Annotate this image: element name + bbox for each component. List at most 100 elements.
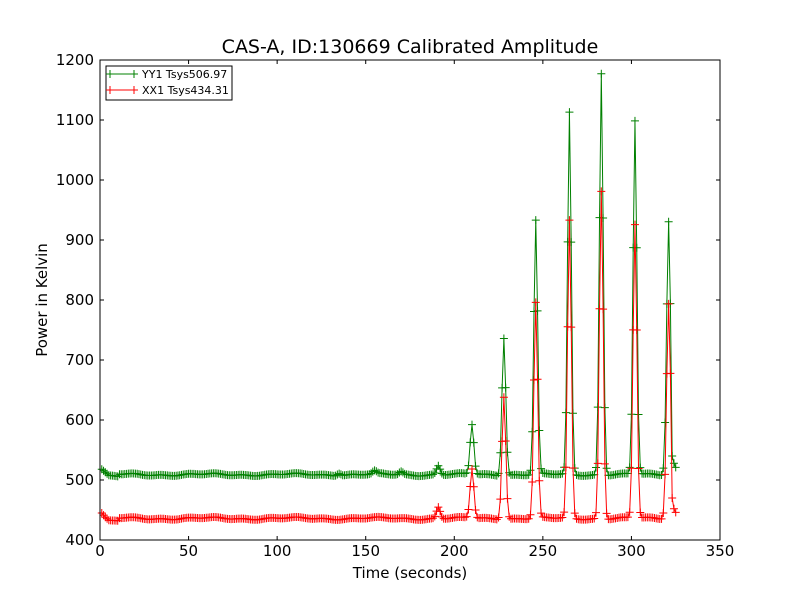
y-tick-label: 400 — [65, 531, 94, 549]
data-point — [625, 463, 634, 472]
data-point — [503, 448, 512, 457]
data-point — [533, 306, 542, 315]
data-point — [501, 437, 510, 446]
data-point — [460, 513, 469, 522]
data-point — [661, 418, 670, 427]
data-point — [434, 461, 443, 470]
data-point — [661, 470, 670, 479]
data-point — [560, 508, 569, 517]
data-point — [462, 512, 471, 521]
x-tick-label: 350 — [706, 542, 735, 560]
data-point — [558, 469, 567, 478]
x-tick-label: 50 — [179, 542, 198, 560]
data-point — [400, 469, 409, 478]
data-point — [602, 464, 611, 473]
data-point — [570, 509, 579, 518]
x-axis-label: Time (seconds) — [352, 564, 468, 582]
data-point — [372, 467, 381, 476]
y-axis-label: Power in Kelvin — [33, 243, 51, 357]
x-tick-label: 300 — [617, 542, 646, 560]
series-layer — [97, 69, 680, 525]
data-point — [469, 438, 478, 447]
data-point — [599, 305, 608, 314]
series-1 — [97, 187, 680, 525]
data-point — [492, 515, 501, 524]
data-point — [567, 238, 576, 247]
data-point — [572, 514, 581, 523]
y-tick-label: 600 — [65, 411, 94, 429]
data-point — [496, 495, 505, 504]
data-point — [460, 469, 469, 478]
legend-marker — [106, 86, 138, 94]
data-point — [593, 403, 602, 412]
data-point — [597, 69, 606, 78]
x-tick-label: 100 — [263, 542, 292, 560]
data-point — [469, 482, 478, 491]
x-tick-label: 200 — [440, 542, 469, 560]
data-point — [537, 509, 546, 518]
data-point — [671, 463, 680, 472]
data-point — [561, 463, 570, 472]
data-point — [473, 513, 482, 522]
data-point — [592, 508, 600, 517]
data-point — [436, 507, 445, 516]
data-point — [462, 468, 471, 477]
legend-marker — [106, 70, 138, 78]
chart-title: CAS-A, ID:130669 Calibrated Amplitude — [222, 36, 599, 58]
x-tick-label: 150 — [351, 542, 380, 560]
y-axis: 400 500 600 700 800 900 1000 1100 1200 — [56, 51, 720, 549]
x-tick-label: 250 — [529, 542, 558, 560]
y-tick-label: 1100 — [56, 111, 94, 129]
y-tick-label: 1000 — [56, 171, 94, 189]
legend-label: XX1 Tsys434.31 — [142, 84, 229, 97]
data-point — [526, 466, 535, 475]
y-tick-label: 900 — [65, 231, 94, 249]
data-point — [657, 470, 666, 479]
data-point — [572, 470, 581, 479]
data-point — [531, 298, 540, 307]
data-point — [374, 468, 383, 477]
y-tick-label: 700 — [65, 351, 94, 369]
data-point — [623, 469, 632, 478]
data-point — [528, 427, 537, 436]
data-point — [668, 452, 677, 460]
data-point — [565, 216, 574, 225]
data-point — [597, 187, 606, 196]
data-point — [632, 243, 641, 252]
data-point — [668, 494, 677, 502]
data-point — [530, 307, 538, 316]
data-point — [630, 220, 639, 229]
data-point — [632, 325, 641, 334]
data-point — [524, 470, 533, 479]
plot-frame — [99, 59, 721, 541]
data-point — [636, 508, 645, 517]
data-point — [496, 448, 505, 457]
data-point — [599, 213, 608, 222]
data-point — [630, 116, 639, 125]
data-point — [530, 375, 538, 384]
data-point — [634, 464, 643, 473]
data-point — [592, 463, 600, 472]
data-point — [671, 508, 680, 517]
data-point — [664, 299, 673, 308]
data-point — [103, 469, 112, 478]
data-point — [636, 463, 645, 472]
data-point — [558, 513, 567, 522]
data-point — [336, 470, 345, 479]
data-point — [437, 469, 446, 478]
data-point — [634, 410, 643, 419]
data-point — [627, 410, 636, 419]
legend-box — [105, 65, 233, 101]
data-point — [331, 471, 340, 480]
data-point — [567, 323, 576, 332]
data-point — [600, 459, 609, 468]
data-point — [524, 514, 533, 523]
x-tick-label: 0 — [95, 542, 105, 560]
y-tick-label: 500 — [65, 471, 94, 489]
data-point — [537, 464, 546, 473]
data-point — [113, 472, 122, 481]
y-tick-label: 1200 — [56, 51, 94, 69]
data-point — [430, 469, 439, 478]
data-point — [99, 511, 108, 520]
